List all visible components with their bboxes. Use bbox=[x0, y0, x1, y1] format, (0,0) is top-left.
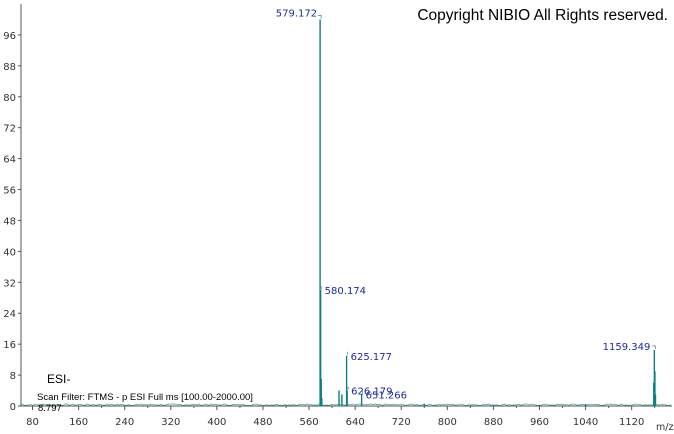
x-tick-label: 640 bbox=[346, 417, 365, 428]
x-tick-label: 880 bbox=[484, 417, 503, 428]
x-tick-label: 1120 bbox=[619, 417, 644, 428]
intensity-value: 8.797 bbox=[38, 403, 62, 414]
y-tick-label: 80 bbox=[3, 93, 16, 104]
y-tick-label: 0 bbox=[10, 402, 16, 413]
y-tick-label: 64 bbox=[3, 155, 16, 166]
x-tick-label: 720 bbox=[392, 417, 411, 428]
x-tick-label: 240 bbox=[115, 417, 134, 428]
x-axis-unit: m/z bbox=[656, 422, 673, 433]
baseline-noise bbox=[20, 403, 672, 406]
y-tick-label: 8 bbox=[10, 371, 16, 382]
peak-label: 626.179 bbox=[351, 387, 392, 398]
peak-label: 1159.349 bbox=[603, 342, 651, 353]
peak-label: 580.174 bbox=[325, 286, 366, 297]
peak-label-marker bbox=[318, 15, 322, 19]
x-tick-label: 480 bbox=[253, 417, 272, 428]
x-tick-label: 400 bbox=[207, 417, 226, 428]
spectrum-peaks bbox=[20, 19, 672, 406]
copyright-notice: Copyright NIBIO All Rights reserved. bbox=[417, 7, 668, 24]
y-tick-label: 48 bbox=[3, 216, 16, 227]
x-tick-label: 560 bbox=[300, 417, 319, 428]
x-tick-label: 1040 bbox=[573, 417, 598, 428]
peak-label: 579.172 bbox=[276, 8, 317, 19]
peak-label: 651.266 bbox=[366, 390, 407, 401]
peak-label: 625.177 bbox=[351, 352, 392, 363]
x-tick-label: 960 bbox=[530, 417, 549, 428]
y-tick-label: 16 bbox=[3, 340, 16, 351]
y-tick-label: 96 bbox=[3, 31, 16, 42]
y-tick-label: 32 bbox=[3, 278, 16, 289]
x-tick-label: 80 bbox=[26, 417, 39, 428]
y-tick-label: 72 bbox=[3, 124, 16, 135]
x-tick-label: 320 bbox=[161, 417, 180, 428]
y-tick-label: 24 bbox=[3, 309, 16, 320]
y-axis: 0 8 16 24 32 40 48 56 64 72 80 88 96 bbox=[3, 4, 22, 413]
peak-label-marker bbox=[652, 345, 656, 349]
y-tick-label: 56 bbox=[3, 186, 16, 197]
ionization-mode: ESI- bbox=[47, 372, 70, 386]
x-axis: 80 160 240 320 400 480 560 640 720 800 880 960 1040 1… bbox=[21, 405, 672, 428]
scan-filter: Scan Filter: FTMS - p ESI Full ms [100.0… bbox=[37, 392, 253, 403]
x-tick-label: 160 bbox=[69, 417, 88, 428]
y-tick-label: 88 bbox=[3, 62, 16, 73]
y-tick-label: 40 bbox=[3, 247, 16, 258]
x-tick-label: 800 bbox=[438, 417, 457, 428]
